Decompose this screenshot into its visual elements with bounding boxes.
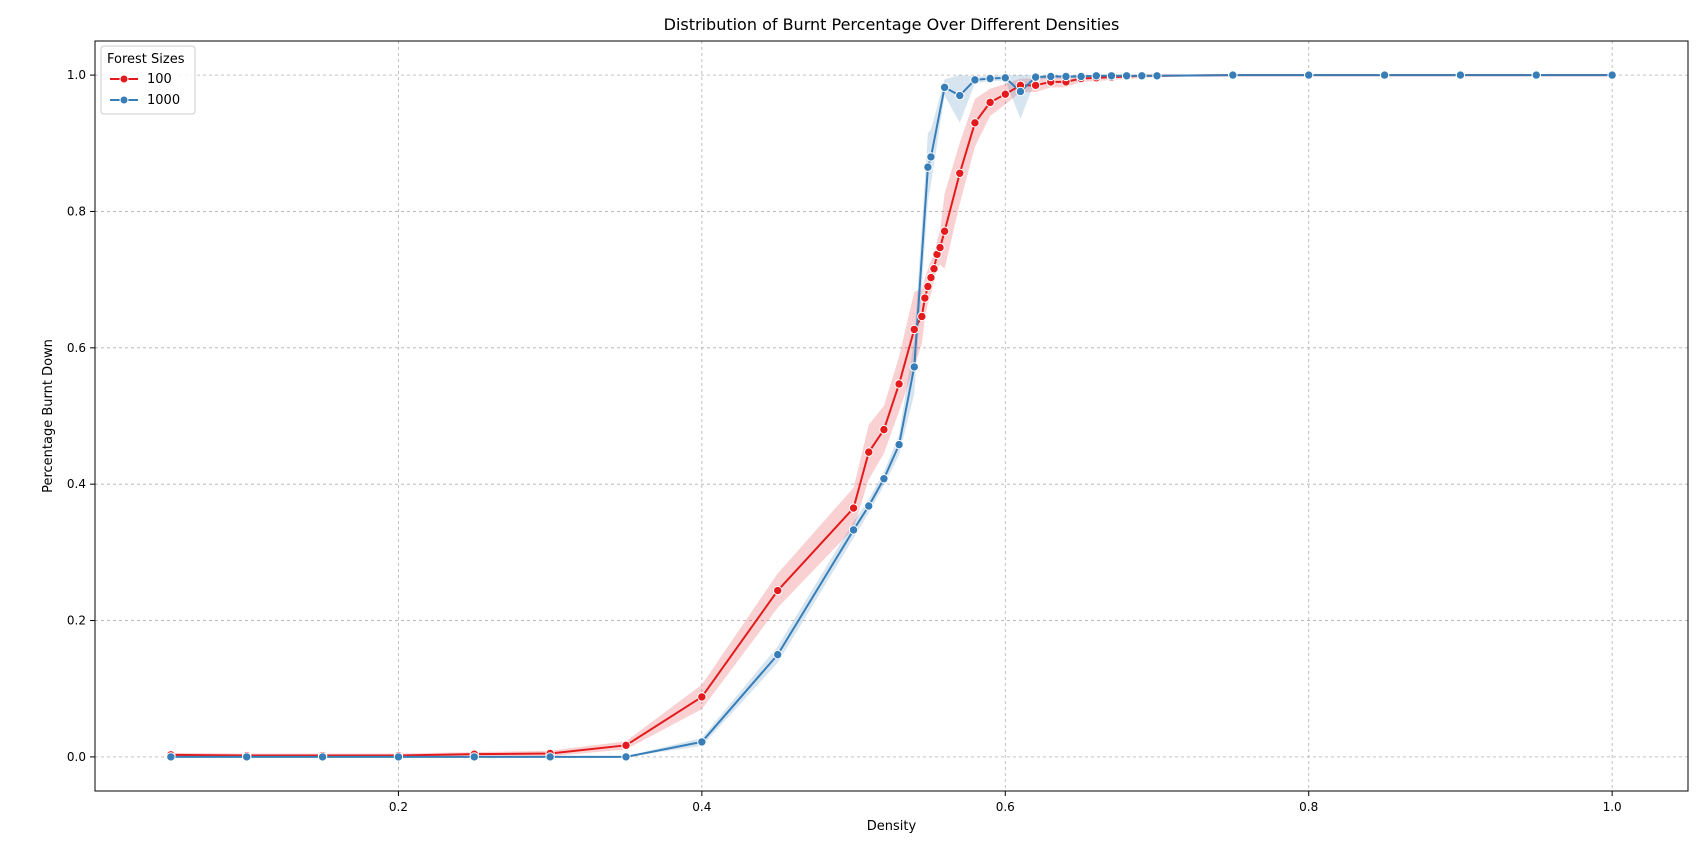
data-point-1000 (1030, 72, 1041, 82)
data-point-100 (879, 424, 889, 435)
data-point-1000 (894, 439, 904, 450)
legend-marker-1000 (119, 95, 129, 105)
data-point-1000 (317, 752, 328, 762)
data-point-1000 (1091, 71, 1102, 81)
data-point-100 (1030, 80, 1041, 91)
y-tick-label: 0.2 (67, 614, 86, 628)
data-point-1000 (909, 362, 919, 372)
data-point-100 (1000, 89, 1010, 99)
data-point-1000 (1152, 71, 1162, 81)
data-point-100 (917, 311, 927, 322)
confidence-band-100 (170, 75, 1613, 757)
data-point-1000 (1000, 73, 1010, 83)
data-point-100 (864, 447, 874, 457)
data-point-1000 (1061, 71, 1071, 82)
data-point-1000 (985, 73, 995, 84)
legend-entries: 100 1000 (110, 72, 180, 108)
data-point-1000 (393, 752, 404, 762)
data-point-100 (955, 168, 965, 178)
series-markers (166, 70, 1617, 762)
data-point-1000 (848, 525, 859, 535)
data-point-1000 (864, 501, 874, 511)
y-tick-label: 0.4 (67, 477, 86, 491)
data-point-1000 (1106, 71, 1117, 81)
data-point-1000 (1228, 70, 1238, 80)
data-point-100 (939, 226, 950, 236)
data-point-100 (935, 242, 945, 253)
data-point-100 (909, 324, 919, 335)
data-point-100 (920, 293, 930, 303)
data-point-1000 (1379, 70, 1390, 80)
data-point-1000 (1046, 71, 1056, 82)
x-tick-label: 1.0 (1603, 800, 1622, 814)
data-point-1000 (1455, 70, 1466, 80)
data-point-1000 (879, 474, 889, 484)
x-tick-label: 0.4 (692, 800, 711, 814)
data-point-100 (926, 272, 936, 283)
y-tick-label: 0.6 (67, 341, 86, 355)
data-point-1000 (923, 162, 933, 172)
data-point-1000 (1076, 71, 1086, 82)
axis-ticks: 0.2 0.4 0.6 0.8 1.0 0.0 0.2 0.4 0.6 0.8 1.0 (67, 68, 1622, 814)
data-point-1000 (621, 752, 631, 762)
data-point-1000 (773, 649, 783, 660)
data-point-1000 (545, 752, 555, 762)
data-point-1000 (1531, 70, 1541, 80)
legend-title: Forest Sizes (107, 52, 185, 67)
x-axis-label: Density (867, 819, 917, 834)
data-point-1000 (939, 82, 950, 93)
data-point-100 (621, 740, 631, 751)
data-point-100 (773, 585, 783, 596)
data-point-1000 (1121, 71, 1132, 81)
data-point-100 (985, 97, 995, 108)
x-tick-label: 0.6 (996, 800, 1015, 814)
data-point-1000 (166, 752, 176, 762)
legend-label-100: 100 (147, 72, 172, 87)
chart-title: Distribution of Burnt Percentage Over Di… (664, 15, 1120, 34)
x-tick-label: 0.8 (1299, 800, 1318, 814)
data-point-100 (697, 692, 707, 702)
plot-frame (94, 40, 1689, 792)
data-point-1000 (955, 90, 965, 101)
data-point-1000 (469, 752, 479, 762)
data-point-1000 (242, 752, 252, 762)
data-point-1000 (1015, 86, 1026, 97)
data-point-1000 (1304, 70, 1314, 80)
data-point-1000 (697, 737, 707, 747)
data-point-100 (923, 281, 933, 292)
legend-marker-100 (119, 74, 129, 84)
legend-label-1000: 1000 (147, 93, 180, 108)
y-tick-label: 0.0 (67, 750, 86, 764)
legend: Forest Sizes 100 1000 (100, 45, 196, 115)
confidence-bands (170, 75, 1613, 757)
data-point-1000 (970, 75, 980, 85)
data-point-100 (970, 118, 980, 128)
data-point-1000 (926, 152, 936, 162)
y-tick-label: 1.0 (67, 68, 86, 82)
data-point-1000 (1137, 71, 1147, 81)
y-axis-label: Percentage Burnt Down (41, 339, 56, 493)
data-point-100 (929, 264, 939, 274)
data-point-100 (848, 503, 859, 513)
data-point-1000 (1607, 70, 1617, 80)
x-tick-label: 0.2 (389, 800, 408, 814)
data-point-100 (894, 379, 904, 389)
y-tick-label: 0.8 (67, 204, 86, 218)
grid-lines (95, 41, 1688, 791)
